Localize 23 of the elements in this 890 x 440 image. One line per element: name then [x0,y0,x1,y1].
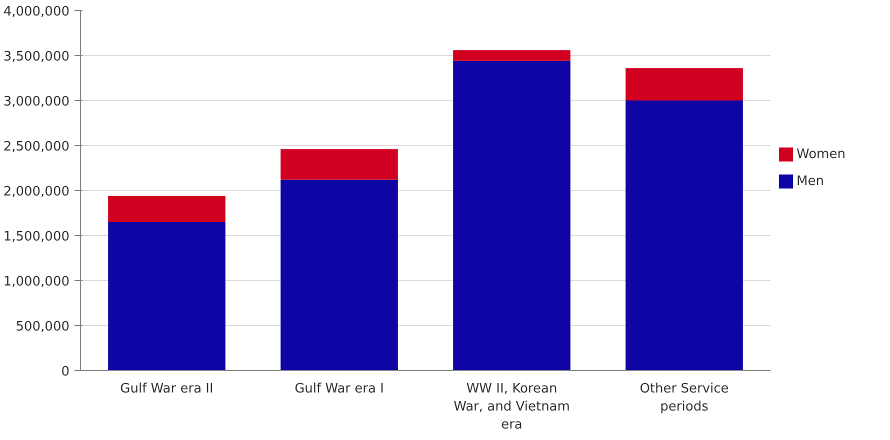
bar [108,222,226,370]
y-tick-label: 3,500,000 [3,50,70,64]
bar [453,60,570,370]
y-tick-label: 500,000 [16,320,70,334]
bar [280,180,398,370]
x-tick-label: Gulf War era I [294,382,384,396]
bar [280,149,398,180]
y-tick-label: 4,000,000 [3,4,70,20]
y-tick-label: 2,500,000 [3,140,70,154]
x-tick-label: WW II, Korean War, and Vietnam era [454,382,570,432]
x-tick-label: Gulf War era II [120,382,214,396]
bar [108,196,226,222]
y-tick-label: 1,000,000 [3,274,70,290]
y-tick-label: 2,000,000 [3,184,70,200]
legend-label: Men [796,174,824,189]
legend-label: Women [796,147,846,162]
bar [626,68,743,100]
x-tick-label: Other Service periods [640,382,729,414]
y-tick-label: 0 [61,364,70,380]
bar [626,100,743,370]
y-tick-label: 1,500,000 [3,230,70,244]
y-tick-label: 3,000,000 [3,94,70,110]
bar [453,50,570,61]
